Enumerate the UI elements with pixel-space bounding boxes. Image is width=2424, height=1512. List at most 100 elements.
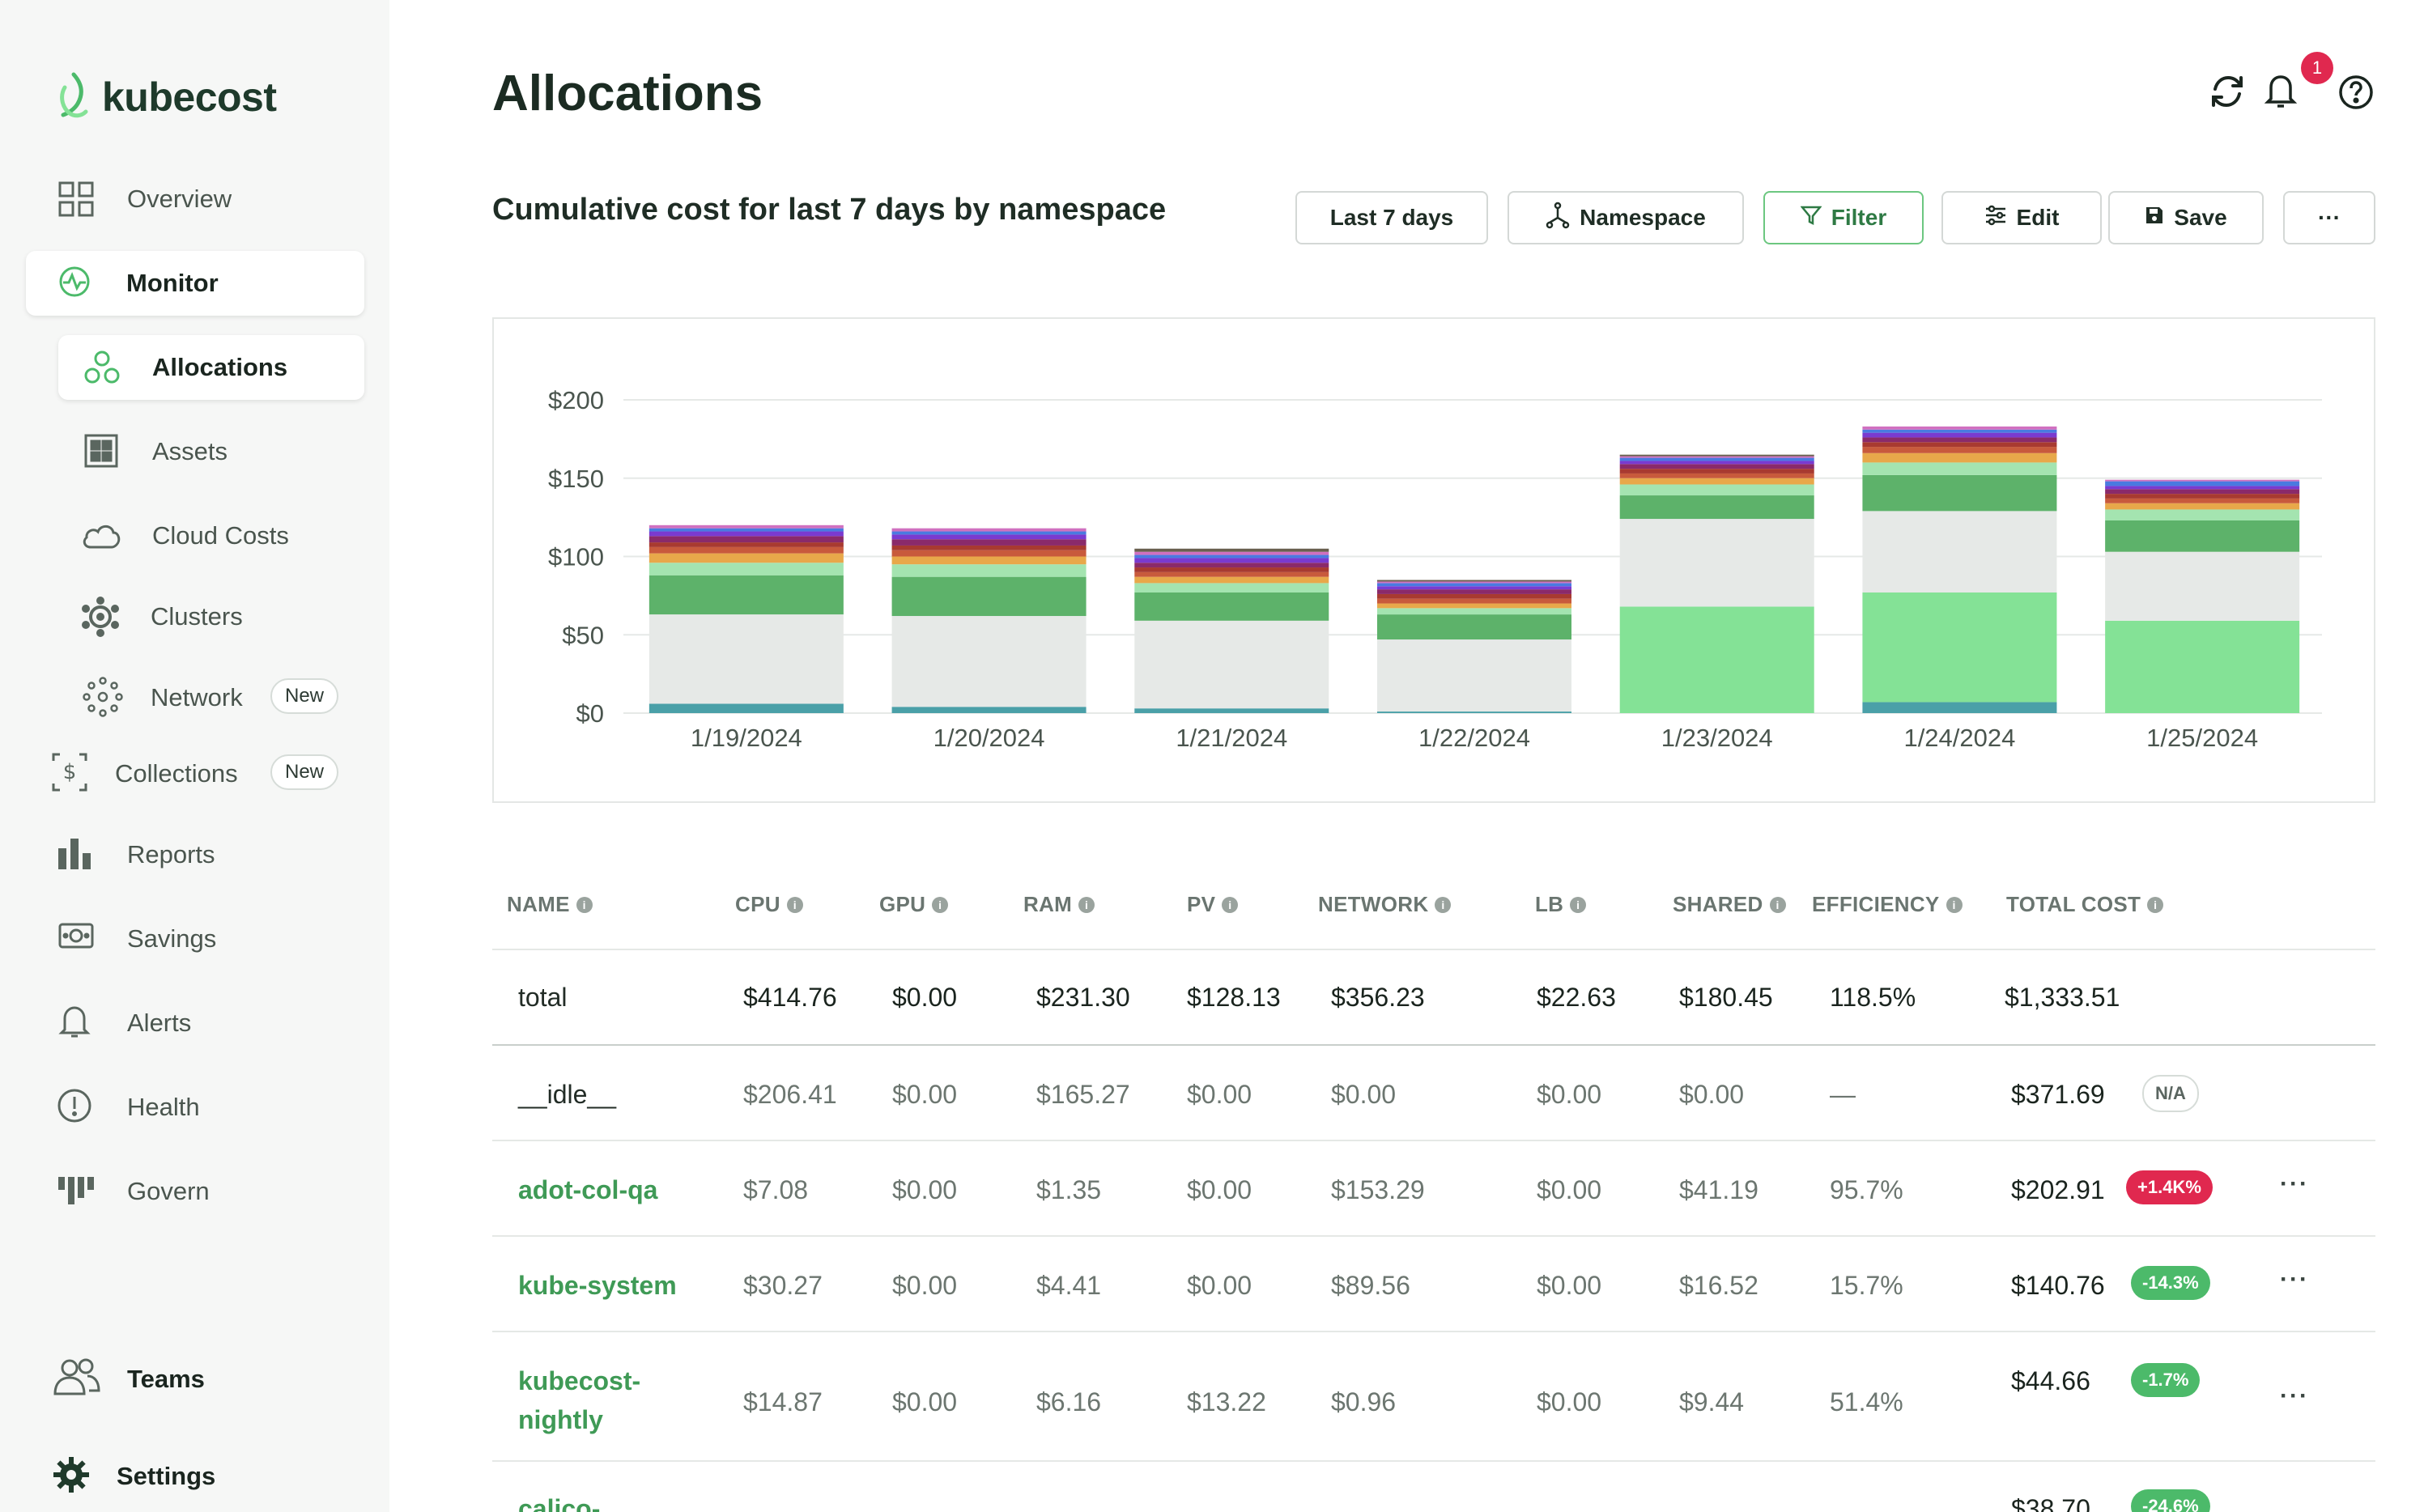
bar-segment[interactable] bbox=[891, 556, 1087, 565]
bar-segment[interactable] bbox=[891, 528, 1087, 532]
bar-segment[interactable] bbox=[1619, 457, 1814, 461]
bar-segment[interactable] bbox=[1862, 437, 2057, 443]
notifications-bell-icon[interactable] bbox=[2264, 71, 2298, 114]
bar-segment[interactable] bbox=[649, 528, 844, 532]
bar-segment[interactable] bbox=[891, 539, 1087, 546]
bar-segment[interactable] bbox=[891, 576, 1087, 617]
bar-segment[interactable] bbox=[1377, 586, 1571, 590]
save-button[interactable]: Save bbox=[2108, 191, 2264, 244]
bar-segment[interactable] bbox=[1377, 583, 1571, 587]
info-icon[interactable]: i bbox=[1570, 896, 1587, 913]
bar-segment[interactable] bbox=[891, 616, 1087, 707]
bar-segment[interactable] bbox=[1134, 554, 1329, 559]
sidebar-item-health[interactable]: Health bbox=[26, 1080, 366, 1132]
bar-segment[interactable] bbox=[2105, 551, 2300, 621]
info-icon[interactable]: i bbox=[1946, 896, 1963, 913]
bar-segment[interactable] bbox=[1619, 454, 1814, 457]
bar-segment[interactable] bbox=[1619, 484, 1814, 496]
bar-segment[interactable] bbox=[2105, 489, 2300, 495]
column-header[interactable]: LB i bbox=[1535, 892, 1587, 917]
bar-segment[interactable] bbox=[891, 545, 1087, 550]
column-header[interactable]: GPU i bbox=[879, 892, 949, 917]
bar-segment[interactable] bbox=[1377, 639, 1571, 712]
bar-segment[interactable] bbox=[1134, 708, 1329, 713]
bar-segment[interactable] bbox=[649, 563, 844, 575]
bar-segment[interactable] bbox=[649, 542, 844, 547]
bar-segment[interactable] bbox=[1862, 702, 2057, 713]
column-header[interactable]: NAME i bbox=[507, 892, 593, 917]
info-icon[interactable]: i bbox=[1769, 896, 1786, 913]
bar-segment[interactable] bbox=[1377, 581, 1571, 584]
sidebar-item-assets[interactable]: Assets bbox=[58, 426, 364, 478]
bar-segment[interactable] bbox=[1619, 464, 1814, 469]
row-name-link[interactable]: kube-system bbox=[518, 1271, 677, 1300]
bar-segment[interactable] bbox=[1377, 603, 1571, 609]
info-icon[interactable]: i bbox=[2147, 896, 2164, 913]
bar-segment[interactable] bbox=[1862, 511, 2057, 593]
info-icon[interactable]: i bbox=[932, 896, 949, 913]
bar-segment[interactable] bbox=[891, 550, 1087, 557]
help-icon[interactable] bbox=[2338, 74, 2374, 114]
row-more-options[interactable]: ··· bbox=[2280, 1170, 2309, 1197]
bar-segment[interactable] bbox=[649, 536, 844, 543]
bar-segment[interactable] bbox=[2105, 520, 2300, 552]
edit-button[interactable]: Edit bbox=[1941, 191, 2102, 244]
bar-segment[interactable] bbox=[1134, 548, 1329, 552]
sidebar-item-overview[interactable]: Overview bbox=[26, 173, 366, 225]
bar-segment[interactable] bbox=[1619, 606, 1814, 713]
more-options-button[interactable]: ··· bbox=[2283, 191, 2375, 244]
bar-segment[interactable] bbox=[1134, 563, 1329, 568]
column-header[interactable]: RAM i bbox=[1023, 892, 1095, 917]
bar-segment[interactable] bbox=[1377, 711, 1571, 713]
bar-segment[interactable] bbox=[1134, 567, 1329, 572]
date-range-button[interactable]: Last 7 days bbox=[1295, 191, 1488, 244]
bar-segment[interactable] bbox=[1619, 473, 1814, 478]
row-more-options[interactable]: ··· bbox=[2280, 1266, 2309, 1293]
refresh-icon[interactable] bbox=[2209, 73, 2246, 114]
bar-segment[interactable] bbox=[2105, 479, 2300, 482]
sidebar-item-reports[interactable]: Reports bbox=[26, 827, 366, 879]
bar-segment[interactable] bbox=[2105, 620, 2300, 713]
bar-segment[interactable] bbox=[891, 707, 1087, 713]
bar-segment[interactable] bbox=[1862, 474, 2057, 512]
bar-segment[interactable] bbox=[1862, 442, 2057, 448]
row-name[interactable]: __idle__ bbox=[518, 1080, 616, 1109]
kubecost-logo[interactable]: kubecost bbox=[57, 71, 277, 122]
bar-segment[interactable] bbox=[649, 703, 844, 713]
bar-segment[interactable] bbox=[1862, 447, 2057, 453]
bar-segment[interactable] bbox=[1377, 593, 1571, 599]
bar-segment[interactable] bbox=[1377, 580, 1571, 582]
sidebar-item-alerts[interactable]: Alerts bbox=[26, 996, 366, 1047]
bar-segment[interactable] bbox=[649, 531, 844, 537]
bar-segment[interactable] bbox=[1862, 426, 2057, 430]
bar-segment[interactable] bbox=[1134, 583, 1329, 593]
bar-segment[interactable] bbox=[2105, 494, 2300, 499]
bar-segment[interactable] bbox=[2105, 486, 2300, 490]
bar-segment[interactable] bbox=[649, 546, 844, 554]
bar-segment[interactable] bbox=[1377, 589, 1571, 594]
sidebar-item-savings[interactable]: Savings bbox=[26, 911, 366, 963]
bar-segment[interactable] bbox=[1619, 456, 1814, 458]
info-icon[interactable]: i bbox=[1078, 896, 1095, 913]
column-header[interactable]: CPU i bbox=[735, 892, 803, 917]
aggregate-by-button[interactable]: Namespace bbox=[1508, 191, 1744, 244]
column-header[interactable]: SHARED i bbox=[1673, 892, 1786, 917]
sidebar-item-clusters[interactable]: Clusters bbox=[58, 591, 364, 643]
column-header[interactable]: EFFICIENCY i bbox=[1812, 892, 1963, 917]
bar-segment[interactable] bbox=[649, 525, 844, 529]
sidebar-item-govern[interactable]: Govern bbox=[26, 1164, 366, 1216]
row-name-link[interactable]: kubecost- bbox=[518, 1366, 641, 1395]
filter-button[interactable]: Filter bbox=[1763, 191, 1924, 244]
sidebar-item-cloud-costs[interactable]: Cloud Costs bbox=[58, 510, 364, 562]
bar-segment[interactable] bbox=[1862, 432, 2057, 438]
row-name-link[interactable]: nightly bbox=[518, 1405, 603, 1434]
info-icon[interactable]: i bbox=[1222, 896, 1239, 913]
bar-segment[interactable] bbox=[1619, 469, 1814, 474]
bar-segment[interactable] bbox=[2105, 509, 2300, 520]
column-header[interactable]: TOTAL COST i bbox=[2006, 892, 2164, 917]
bar-segment[interactable] bbox=[1619, 495, 1814, 520]
bar-segment[interactable] bbox=[1134, 551, 1329, 555]
bar-segment[interactable] bbox=[1862, 462, 2057, 475]
bar-segment[interactable] bbox=[1134, 571, 1329, 577]
bar-segment[interactable] bbox=[1862, 429, 2057, 433]
